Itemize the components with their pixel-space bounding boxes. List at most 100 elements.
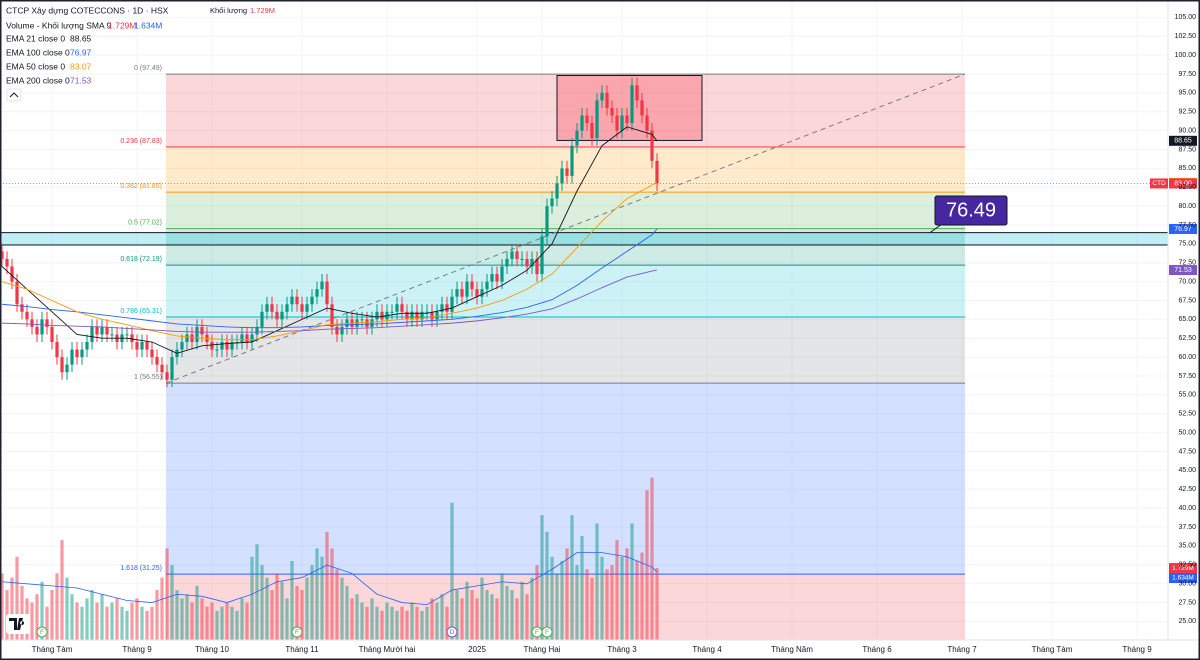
volume-bar [225, 602, 229, 640]
volume-bar [125, 610, 129, 640]
candle-body [655, 160, 659, 184]
x-tick-label: Tháng Hai [524, 645, 561, 654]
volume-bar [440, 594, 444, 640]
y-tick-label: 47.50 [1178, 448, 1196, 455]
volume-bar [20, 585, 24, 640]
collapse-button[interactable] [6, 88, 22, 102]
candle-body [390, 311, 394, 313]
volume-bar [100, 594, 104, 640]
candle-body [365, 319, 369, 327]
candle-body [245, 334, 249, 343]
y-tick-label: 65.00 [1178, 316, 1196, 323]
volume-bar [535, 565, 539, 640]
y-tick-label: 42.50 [1178, 486, 1196, 493]
volume-bar [415, 606, 419, 640]
volume-bar [180, 598, 184, 640]
volume-bar [200, 598, 204, 640]
x-tick-label: Tháng 6 [862, 645, 892, 654]
y-tick-label: 52.50 [1178, 411, 1196, 418]
candle-body [405, 311, 409, 320]
volume-bar [350, 598, 354, 640]
volume-bar [10, 577, 14, 640]
y-tick-label: 70.00 [1178, 278, 1196, 285]
candle-body [560, 168, 564, 184]
volume-bar [560, 560, 564, 640]
candle-body [375, 311, 379, 320]
volume-bar [335, 569, 339, 640]
y-tick-label: 35.00 [1178, 543, 1196, 550]
candle-body [200, 326, 204, 335]
price-tag-bg [1169, 135, 1197, 146]
fib-label: 0 (97.49) [134, 65, 162, 72]
candle-body [610, 107, 614, 116]
candle-body [295, 296, 299, 305]
candle-body [605, 92, 609, 108]
y-tick-label: 100.00 [1175, 52, 1197, 59]
legend-value: 71.53 [70, 75, 92, 85]
x-tick-label: Tháng 9 [1122, 645, 1152, 654]
volume-bar [325, 531, 329, 640]
volume-bar [550, 556, 554, 640]
volume-bar [615, 540, 619, 640]
volume-tag-bg [1169, 563, 1197, 574]
volume-bar [85, 598, 89, 640]
volume-bar [30, 602, 34, 640]
volume-bar [285, 598, 289, 640]
price-axis-bg [1168, 0, 1200, 660]
volume-bar [375, 606, 379, 640]
fib-label: 0.236 (87.83) [120, 138, 162, 145]
candle-body [145, 342, 149, 350]
candle-body [240, 334, 244, 343]
fib-label: 0.382 (81.85) [120, 183, 162, 190]
legend-value: 76.97 [70, 47, 92, 57]
volume-bar [290, 560, 294, 640]
candle-body [40, 319, 44, 335]
price-tag-bg [1169, 223, 1197, 234]
event-label: F [545, 629, 549, 636]
candle-body [320, 281, 324, 290]
candle-body [395, 304, 399, 312]
x-tick-label: 2025 [468, 645, 486, 654]
candle-body [50, 326, 54, 343]
volume-bar [340, 577, 344, 640]
collapse-icon [9, 92, 19, 98]
x-tick-label: Tháng Tám [1032, 645, 1073, 654]
volume-bar [570, 515, 574, 640]
candle-body [505, 258, 509, 267]
fib-fill [166, 317, 965, 384]
volume-bar [70, 594, 74, 640]
candle-body [625, 115, 629, 124]
volume-bar [490, 594, 494, 640]
fib-fill [166, 265, 965, 318]
volume-bar [170, 565, 174, 640]
y-tick-label: 27.50 [1178, 599, 1196, 606]
candle-body [20, 304, 24, 312]
volume-bar [245, 602, 249, 640]
candle-body [10, 266, 14, 282]
candle-body [455, 289, 459, 297]
volume-bar [230, 606, 234, 640]
x-tick-label: Tháng Tám [32, 645, 73, 654]
volume-bar [590, 577, 594, 640]
volume-tag: 1.729M [1172, 565, 1194, 572]
volume-bar [630, 523, 634, 640]
candle-body [470, 281, 474, 290]
price-tag: 71.53 [1174, 267, 1192, 274]
volume-bar [160, 577, 164, 640]
y-tick-label: 75.00 [1178, 241, 1196, 248]
volume-bar [515, 598, 519, 640]
volume-bar [105, 606, 109, 640]
last-price: 83.00 [1174, 180, 1192, 187]
y-tick-label: 30.00 [1178, 580, 1196, 587]
event-label: F [295, 629, 299, 636]
candle-body [55, 342, 59, 358]
candle-body [280, 311, 284, 320]
fib-fill [166, 228, 965, 266]
volume-bar [215, 610, 219, 640]
x-tick-label: Tháng 11 [285, 645, 319, 654]
candle-body [270, 304, 274, 312]
candle-body [195, 326, 199, 343]
event-label: F [40, 629, 44, 636]
volume-bar [575, 565, 579, 640]
volume-bar [600, 556, 604, 640]
